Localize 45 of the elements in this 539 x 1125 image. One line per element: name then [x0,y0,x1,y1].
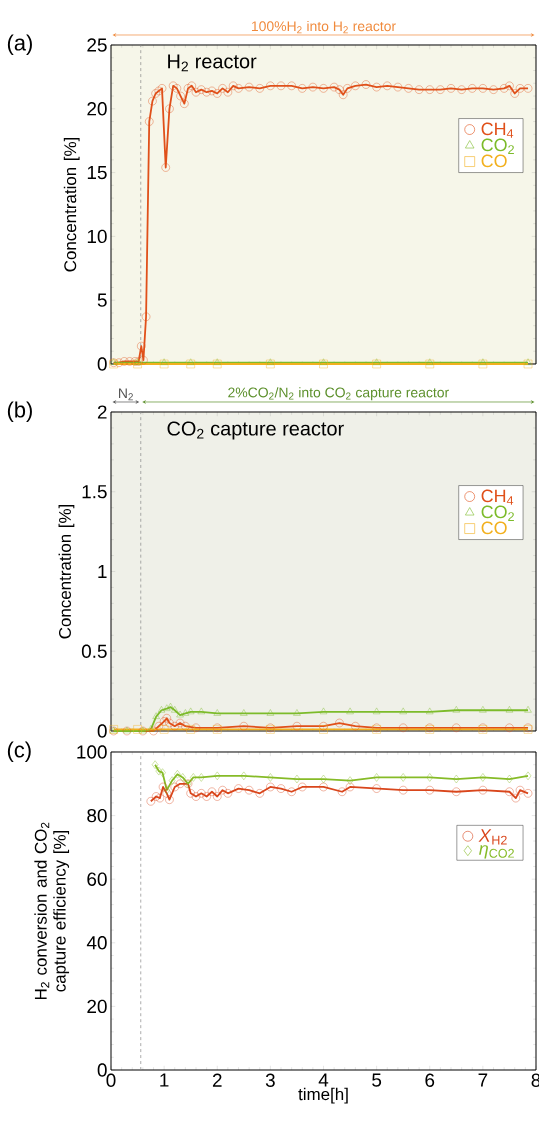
x-tick-label: 2 [212,1073,222,1087]
x-tick-label: 3 [265,1073,275,1087]
text: 2%CO$_{2}$/N$_{2}$ into CO$_{2}$ capture reactor [228,387,449,401]
legend-label: X$_{H2}$ [478,829,507,845]
y-tick-label: 0 [97,1063,107,1077]
y-tick-label: 1.5 [82,485,107,499]
text: (a) [7,34,32,55]
x-tick-label: 4 [318,1073,329,1087]
annotation: CO$_{2}$ capture reactor [167,421,344,440]
y-axis-title: Concentration [%] [58,504,75,639]
x-axis-title: time[h] [298,1087,348,1104]
x-tick-label: 5 [372,1073,382,1087]
y-tick-label: 25 [87,38,107,52]
y-tick-label: 5 [97,293,107,307]
y-tick-label: 10 [87,229,107,244]
legend-label: η$_{CO2}$ [479,845,514,859]
x-tick-label: 1 [160,1073,169,1087]
x-tick-label: 0 [106,1073,116,1087]
text: (b) [7,401,32,422]
legend-label: CH$_{4}$ [481,122,514,138]
y-tick-label: 80 [87,808,107,823]
y-tick-label: 60 [87,872,107,886]
legend-label: CO [481,154,507,168]
y-axis-title: H$_{2}$ conversion and CO$_{2}$ capture efficiency [%] [34,822,70,1000]
annotation: H$_{2}$ reactor [168,54,257,72]
text: 100%H$_{2}$ into H$_{2}$ reactor [251,20,396,34]
legend-label: CO [481,521,507,535]
y-tick-label: 0 [97,357,107,371]
legend-label: CH$_{4}$ [481,489,514,505]
legend-label: CO$_{2}$ [481,138,514,154]
x-tick-label: 7 [478,1073,488,1087]
y-tick-label: 15 [87,165,107,180]
y-tick-label: 40 [86,936,107,950]
text: N$_{2}$ [119,388,133,401]
x-tick-label: 6 [425,1073,435,1087]
y-tick-label: 20 [87,999,107,1014]
y-axis-title: Concentration [%] [63,137,80,272]
y-tick-label: 20 [87,102,107,116]
legend-label: CO$_{2}$ [481,505,514,521]
y-tick-label: 0.5 [81,644,107,658]
y-tick-label: 2 [97,405,107,419]
y-tick-label: 1 [98,564,107,579]
y-tick-label: 100 [77,745,107,759]
y-tick-label: 0 [97,724,107,738]
text: (c) [7,741,31,762]
